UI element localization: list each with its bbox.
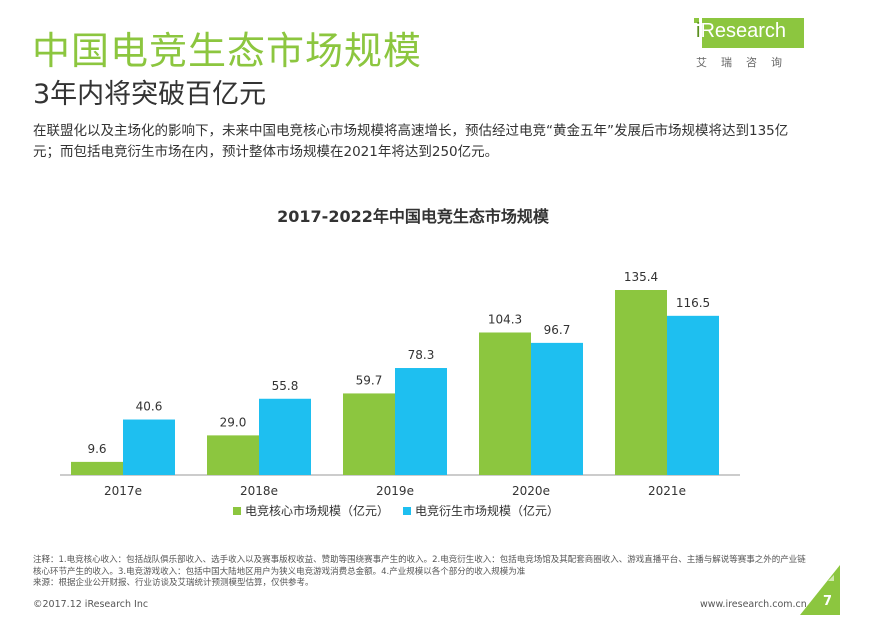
chart-title: 2017-2022年中国电竞生态市场规模 <box>277 207 549 226</box>
legend-label-derivative: 电竞衍生市场规模（亿元） <box>415 504 560 518</box>
chart-marks: 9.6 40.6 2017e 29.0 55.8 2018e 59.7 78.3 2019e 10… <box>71 270 719 498</box>
page-title: 中国电竞生态市场规模 <box>32 29 423 73</box>
data-label-derivative-2019e: 78.3 <box>408 348 435 362</box>
page-description: 在联盟化以及主场化的影响下，未来中国电竞核心市场规模将高速增长，预估经过电竞“黄… <box>33 123 789 160</box>
legend-label-core: 电竞核心市场规模（亿元） <box>245 504 390 518</box>
iresearch-logo: iResearch 艾瑞咨询 <box>692 16 804 76</box>
bar-core-2019e <box>343 393 395 475</box>
footer-website[interactable]: www.iresearch.com.cn <box>700 599 807 610</box>
bar-core-2017e <box>71 461 123 475</box>
page-corner-decoration <box>800 565 840 615</box>
data-label-core-2019e: 59.7 <box>356 373 383 387</box>
chart-legend: 电竞核心市场规模（亿元） 电竞衍生市场规模（亿元） <box>233 502 559 519</box>
logo-wordmark: iResearch <box>696 20 786 43</box>
logo-rest: Research <box>700 20 787 42</box>
footer-copyright: ©2017.12 iResearch Inc <box>33 599 149 610</box>
note-definitions: 注释：1.电竞核心收入：包括战队俱乐部收入、选手收入以及赛事版权收益、赞助等围绕… <box>33 555 806 577</box>
chart-notes: 注释：1.电竞核心收入：包括战队俱乐部收入、选手收入以及赛事版权收益、赞助等围绕… <box>33 555 813 590</box>
data-label-derivative-2017e: 40.6 <box>136 400 163 414</box>
page-subtitle: 3年内将突破百亿元 <box>33 79 267 110</box>
bar-core-2018e <box>207 435 259 475</box>
x-tick-label-2017e: 2017e <box>104 484 142 498</box>
bar-core-2021e <box>615 290 667 475</box>
logo-letter: i <box>696 20 701 42</box>
bar-derivative-2017e <box>123 419 175 475</box>
legend-item-core: 电竞核心市场规模（亿元） <box>233 502 389 519</box>
logo-chinese-name: 艾瑞咨询 <box>696 56 796 69</box>
x-tick-label-2020e: 2020e <box>512 484 550 498</box>
legend-swatch-derivative <box>403 506 412 515</box>
bar-core-2020e <box>479 332 531 475</box>
bar-derivative-2020e <box>531 342 583 475</box>
data-label-core-2020e: 104.3 <box>488 312 522 326</box>
legend-item-derivative: 电竞衍生市场规模（亿元） <box>403 502 559 519</box>
data-label-derivative-2020e: 96.7 <box>544 323 571 337</box>
bar-derivative-2021e <box>667 315 719 475</box>
data-label-derivative-2018e: 55.8 <box>272 379 299 393</box>
x-tick-label-2018e: 2018e <box>240 484 278 498</box>
data-label-derivative-2021e: 116.5 <box>676 296 710 310</box>
legend-swatch-core <box>233 506 241 515</box>
x-tick-label-2021e: 2021e <box>648 484 686 498</box>
x-tick-label-2019e: 2019e <box>376 484 414 498</box>
page-number: 7 <box>823 594 833 609</box>
data-label-core-2021e: 135.4 <box>624 270 658 284</box>
data-label-core-2017e: 9.6 <box>87 442 106 456</box>
logo-background <box>702 18 804 48</box>
note-source: 来源：根据企业公开财报、行业访谈及艾瑞统计预测模型估算，仅供参考。 <box>33 578 314 588</box>
data-label-core-2018e: 29.0 <box>220 415 247 429</box>
bar-derivative-2019e <box>395 368 447 475</box>
logo-dot <box>694 18 699 23</box>
bar-derivative-2018e <box>259 398 311 475</box>
